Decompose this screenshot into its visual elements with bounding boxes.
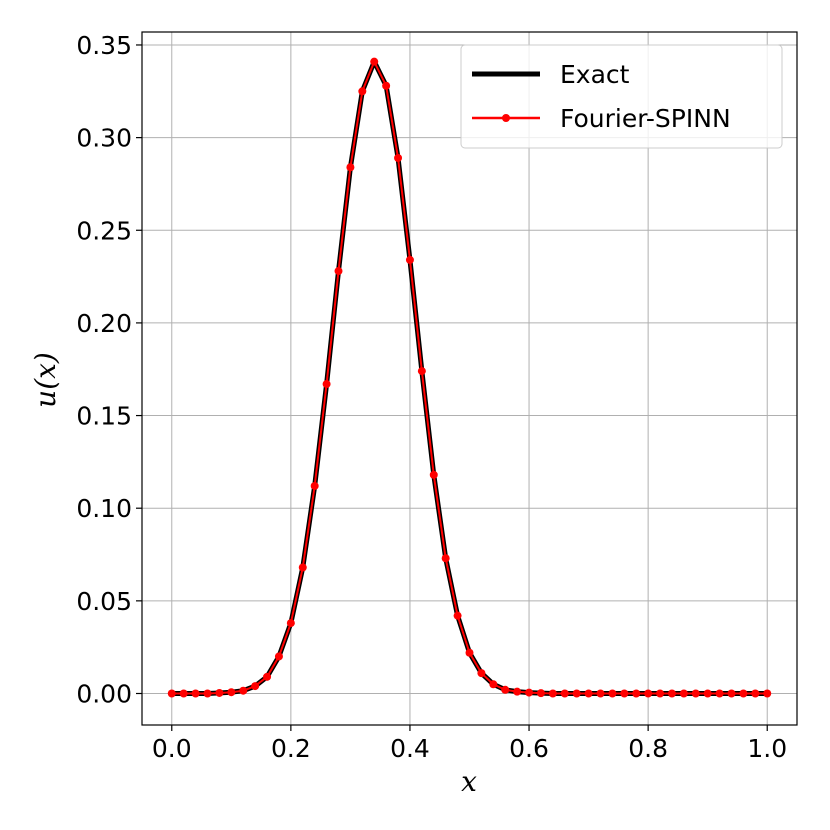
series-fourier-spinn-point [536,689,545,698]
ticks: 0.0 0.2 0.4 0.6 0.8 1.0 0.00 0.05 0.10 0.15 0.20 0.… [76,31,787,763]
y-tick-label: 0.10 [76,494,132,523]
legend-box [460,44,783,149]
series-fourier-spinn-point [548,689,557,698]
y-tick-label: 0.20 [76,309,132,338]
series-fourier-spinn-point [608,689,617,698]
series-fourier-spinn-point [691,689,700,698]
series-fourier-spinn-point [703,689,712,698]
series-fourier-spinn-point [263,672,272,681]
series-fourier-spinn-point [727,689,736,698]
series-fourier-spinn-point [227,688,236,697]
y-tick-label: 0.25 [76,216,132,245]
series-fourier-spinn-point [477,669,486,678]
series-fourier-spinn-point [417,367,426,376]
x-tick-label: 0.0 [152,734,192,763]
series-fourier-spinn-point [274,652,283,661]
series-fourier-spinn-point [489,680,498,689]
series-fourier-spinn-point [667,689,676,698]
plot-frame [141,31,798,726]
x-tick-label: 0.2 [271,734,311,763]
series-fourier-spinn-point [203,689,212,698]
y-tick-label: 0.00 [76,680,132,709]
x-axis-label: x [461,765,477,798]
series-fourier-spinn-point [763,689,772,698]
y-tick-label: 0.05 [76,587,132,616]
series-fourier-spinn-point [429,470,438,479]
legend-fourier-marker [502,114,510,122]
series-fourier-spinn-point [441,554,450,563]
series-fourier-spinn-point [215,688,224,697]
legend-exact-label: Exact [560,60,630,89]
series-fourier-spinn-point [644,689,653,698]
x-tick-label: 0.6 [509,734,549,763]
series-fourier-spinn-point [715,689,724,698]
series-fourier-spinn-point [286,619,295,628]
series-fourier-spinn-point [620,689,629,698]
series-fourier-spinn-point [358,87,367,96]
y-tick-label: 0.35 [76,31,132,60]
legend-fourier-label: Fourier-SPINN [560,104,731,133]
series-fourier-spinn-point [656,689,665,698]
series-fourier-spinn-point [632,689,641,698]
series-fourier-spinn-point [453,611,462,620]
x-tick-label: 1.0 [747,734,787,763]
y-axis-label: u(x) [29,352,62,408]
x-tick-label: 0.4 [390,734,430,763]
series-fourier-spinn-point [298,563,307,572]
series-fourier-spinn-point [465,648,474,657]
series-fourier-spinn-point [501,685,510,694]
series-fourier-spinn-point [334,267,343,276]
series [167,57,772,698]
series-fourier-spinn-point [560,689,569,698]
series-fourier-spinn-point [584,689,593,698]
series-fourier-spinn-point [322,380,331,389]
series-fourier-spinn-point [310,481,319,490]
series-fourier-spinn-point [346,163,355,172]
legend: Exact Fourier-SPINN [460,44,783,149]
series-fourier-spinn-point [239,686,248,695]
series-fourier-spinn-point [525,688,534,697]
series-fourier-spinn-point [751,689,760,698]
series-fourier-spinn-point [382,81,391,90]
y-tick-label: 0.30 [76,124,132,153]
y-tick-label: 0.15 [76,402,132,431]
series-fourier-spinn-point [739,689,748,698]
series-fourier-spinn-point [394,154,403,162]
series-fourier-spinn-point [513,687,522,696]
series-fourier-spinn-point [251,682,260,691]
series-fourier-spinn-point [572,689,581,698]
series-fourier-spinn-point [179,689,188,698]
series-fourier-spinn-point [679,689,688,698]
series-fourier-spinn-point [167,689,176,698]
series-fourier-spinn-point [405,255,414,264]
series-fourier-spinn-point [596,689,605,698]
series-fourier-spinn-point [191,689,200,698]
series-fourier-spinn-point [370,57,379,66]
x-tick-label: 0.8 [628,734,668,763]
